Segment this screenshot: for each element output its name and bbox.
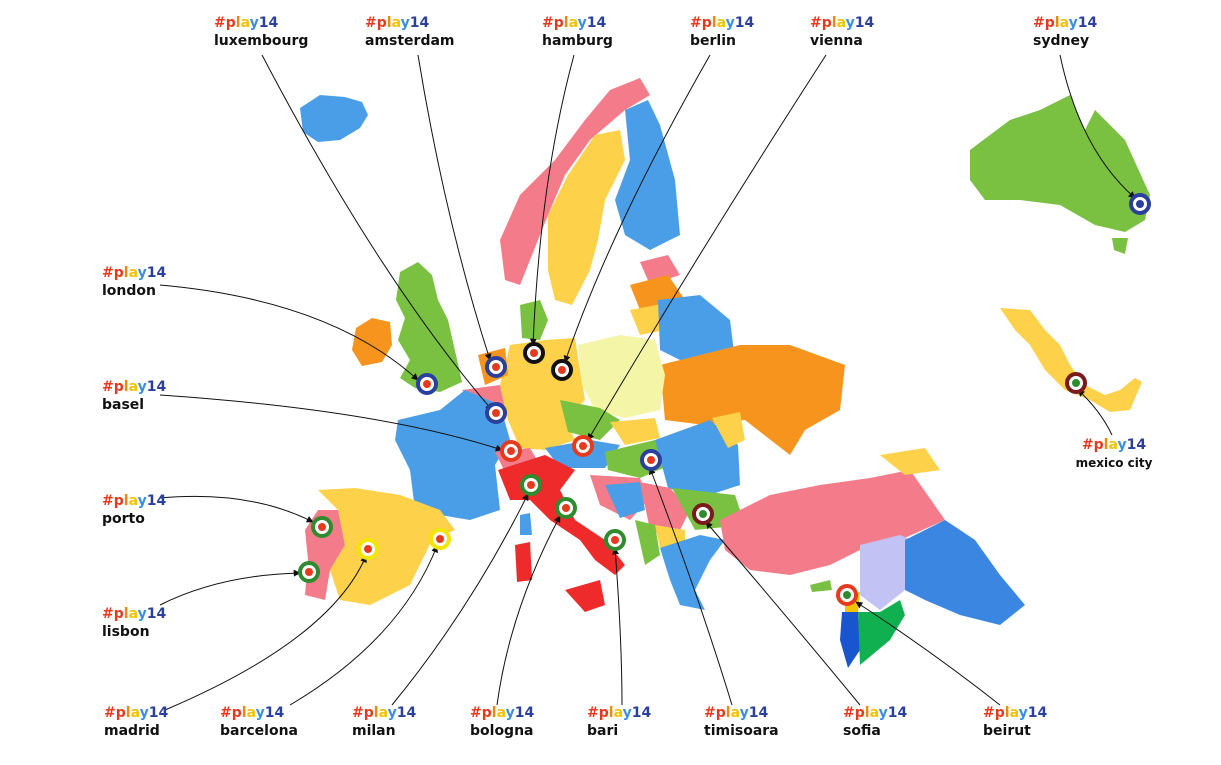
city-name: barcelona [220,723,298,739]
city-name: amsterdam [365,33,455,49]
city-name: hamburg [542,33,613,49]
city-name: madrid [104,723,160,739]
label-porto: #play14 porto [102,493,167,527]
ireland-shape [352,318,392,366]
label-vienna: #play14 vienna [810,15,875,49]
uk-shape [396,262,462,392]
sicily-shape [565,580,605,612]
city-name: lisbon [102,624,150,640]
finland-shape [615,100,680,250]
iraq-shape [905,520,1025,625]
label-bari: #play14 bari [587,705,652,739]
israel-shape [840,612,860,668]
greece-shape [660,535,725,610]
city-name: berlin [690,33,736,49]
city-name: sofia [843,723,881,739]
iceland-shape [300,95,368,142]
city-name: beirut [983,723,1031,739]
label-london: #play14 london [102,265,167,299]
label-luxembourg: #play14 luxembourg [214,15,309,49]
cyprus-shape [810,580,832,592]
label-hamburg: #play14 hamburg [542,15,613,49]
label-basel: #play14 basel [102,379,167,413]
city-name: milan [352,723,396,739]
city-name: basel [102,397,145,413]
germany-shape [500,338,585,450]
corsica-shape [520,513,532,535]
label-beirut: #play14 beirut [983,705,1048,739]
label-sofia: #play14 sofia [843,705,908,739]
georgia-shape [880,448,940,475]
label-barcelona: #play14 barcelona [220,705,298,739]
city-name: luxembourg [214,33,309,49]
city-name: timisoara [704,723,779,739]
label-lisbon: #play14 lisbon [102,606,167,640]
sardinia-shape [515,542,532,582]
city-name: vienna [810,33,863,49]
label-milan: #play14 milan [352,705,417,739]
mexico-shape [1000,308,1142,412]
city-name: bari [587,723,619,739]
tasmania-shape [1112,238,1128,254]
label-mexico-city: #play14 mexico city [1075,437,1153,470]
city-name: mexico city [1075,456,1153,470]
city-name: sydney [1033,33,1090,49]
denmark-shape [520,300,548,340]
australia-shape [970,95,1150,232]
city-name: bologna [470,723,534,739]
label-timisoara: #play14 timisoara [704,705,779,739]
bosnia-shape [605,482,645,518]
lebanon-shape [845,592,860,612]
label-sydney: #play14 sydney [1033,15,1098,49]
city-name: london [102,283,156,299]
label-bologna: #play14 bologna [470,705,535,739]
label-amsterdam: #play14 amsterdam [365,15,455,49]
jordan-shape [858,600,905,665]
poland-shape [578,335,665,418]
city-name: porto [102,511,145,527]
label-berlin: #play14 berlin [690,15,755,49]
label-madrid: #play14 madrid [104,705,169,739]
